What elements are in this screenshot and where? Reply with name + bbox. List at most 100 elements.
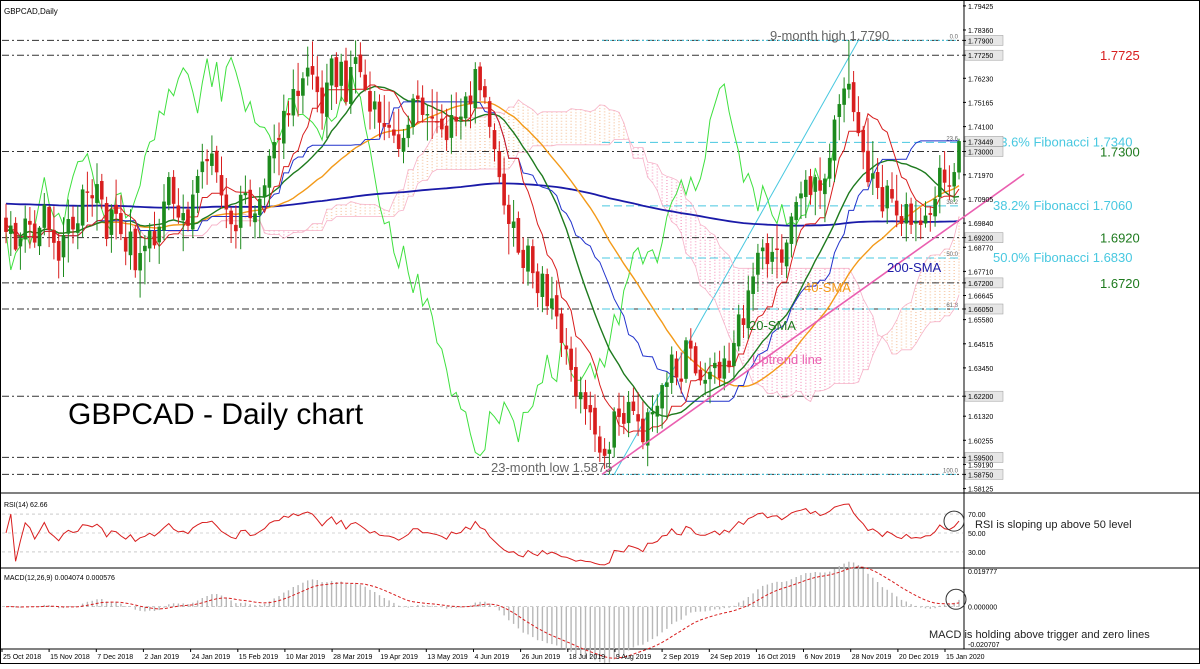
price-tick-label: 1.62200 (968, 394, 993, 401)
annotation-labels: GBPCAD,Daily GBPCAD - Daily chart 9-month … (4, 7, 1140, 475)
senkou-span-a-line (130, 99, 960, 403)
candle-body (502, 173, 506, 206)
candle-body (406, 124, 411, 139)
candle-body (641, 418, 645, 443)
candle-body (521, 249, 525, 269)
candle-body (138, 252, 142, 271)
candle-body (310, 66, 315, 75)
candle-body (823, 178, 827, 195)
candle-body (75, 223, 80, 233)
candle-body (229, 210, 233, 225)
candle-body (401, 137, 406, 152)
candle-body (435, 121, 439, 123)
candle-body (717, 361, 722, 379)
candle-body (478, 66, 482, 91)
candle-body (574, 367, 578, 397)
candle-body (56, 240, 61, 261)
candle-body (28, 220, 32, 225)
candle-body (535, 271, 540, 294)
candle-body (784, 242, 789, 267)
candle-body (200, 161, 205, 173)
date-tick-label: 15 Nov 2018 (50, 654, 90, 661)
candle-body (459, 116, 463, 120)
price-tick-label: 1.69200 (968, 236, 993, 243)
candle-body (4, 217, 8, 232)
candle-body (631, 401, 636, 412)
candle-body (353, 57, 358, 64)
candle-body (123, 237, 128, 252)
date-tick-label: 4 Jun 2019 (475, 654, 510, 661)
date-tick-label: 26 Jun 2019 (522, 654, 561, 661)
date-tick-label: 7 Dec 2018 (97, 654, 133, 661)
price-tick-label: 1.58750 (968, 472, 993, 479)
macd-highlight-circle (945, 588, 967, 610)
candle-body (147, 230, 152, 249)
candle-body (37, 227, 42, 247)
candle-body (827, 157, 832, 179)
candle-body (157, 226, 162, 243)
candle-body (71, 216, 75, 230)
fibonacci-ratio-label: 0.0 (950, 34, 959, 40)
price-tick-label: 1.77900 (968, 38, 993, 45)
candle-body (90, 195, 94, 199)
candle-body (248, 189, 253, 219)
candle-body (387, 124, 391, 128)
candle-body (516, 218, 521, 253)
candle-body (114, 204, 118, 214)
candle-body (918, 220, 923, 225)
candle-body (325, 82, 329, 117)
candle-body (885, 185, 889, 209)
candle-body (13, 222, 18, 250)
candle-body (617, 408, 621, 418)
date-tick-label: 9 Aug 2019 (616, 654, 652, 661)
candle-body (550, 298, 554, 309)
level-label: 1.7725 (1100, 48, 1140, 63)
candle-body (205, 158, 209, 162)
level-label: 1.7300 (1100, 145, 1140, 160)
candle-body (727, 360, 731, 368)
price-tick-label: 1.77250 (968, 53, 993, 60)
candle-body (871, 173, 875, 179)
candle-body (713, 362, 717, 369)
fibonacci-ratio-label: 38.2 (946, 200, 958, 206)
macd-signal-line (5, 566, 960, 659)
candle-body (430, 116, 435, 119)
price-tick-label: 1.69840 (968, 221, 993, 228)
candle-body (914, 221, 918, 224)
candle-body (847, 83, 851, 90)
candle-body (693, 346, 698, 374)
sma20-label: 20-SMA (749, 318, 796, 333)
candle-body (99, 180, 104, 200)
candle-body (468, 95, 473, 105)
candle-body (804, 179, 808, 197)
high-annotation: 9-month high 1.7790 (770, 28, 889, 43)
candle-body (286, 113, 291, 116)
chart-title: GBPCAD - Daily chart (68, 398, 364, 431)
candle-body (789, 216, 794, 244)
candle-body (171, 176, 176, 204)
candle-body (861, 129, 865, 153)
candle-body (612, 411, 616, 448)
symbol-label: GBPCAD,Daily (4, 7, 58, 16)
candle-body (751, 276, 755, 295)
candle-body (267, 155, 272, 188)
candle-body (392, 129, 396, 136)
candle-body (109, 209, 114, 235)
date-tick-label: 18 Jul 2019 (569, 654, 605, 661)
fibonacci-ratio-label: 50.0 (946, 252, 958, 258)
candle-body (593, 407, 597, 435)
price-tick-label: 1.67200 (968, 281, 993, 288)
candle-body (363, 74, 368, 90)
candle-body (315, 76, 320, 93)
candle-body (440, 118, 444, 130)
candle-body (952, 172, 956, 187)
candle-body (526, 245, 530, 272)
candle-body (746, 290, 751, 329)
candle-body (602, 448, 607, 456)
candle-body (708, 371, 712, 380)
candle-body (554, 295, 559, 317)
rsi-highlight-circle (943, 510, 965, 532)
candle-body (856, 112, 861, 134)
candle-body (684, 340, 688, 379)
candle-body (272, 141, 277, 159)
